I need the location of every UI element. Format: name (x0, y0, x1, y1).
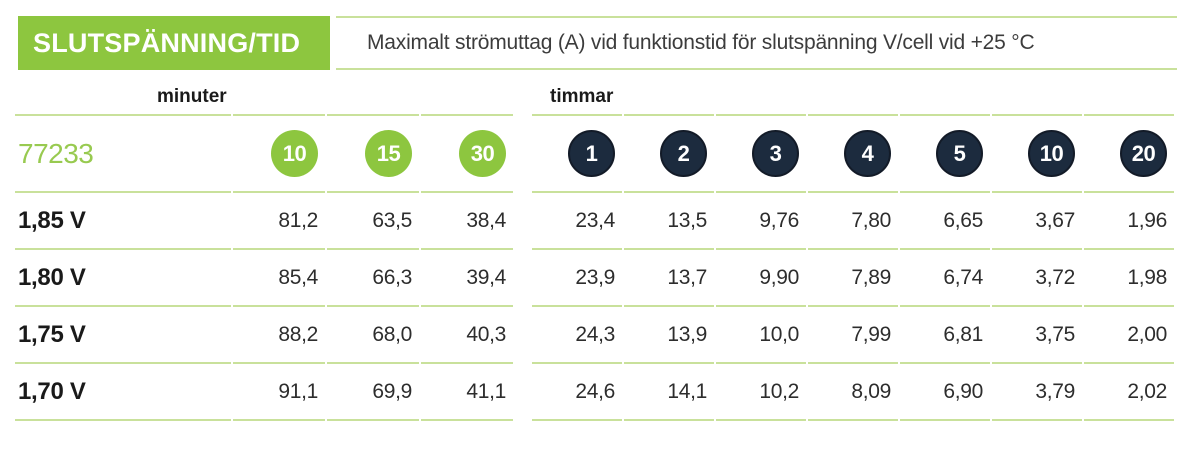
row-label: 1,70 V (15, 364, 231, 421)
data-cell: 85,4 (233, 250, 325, 307)
data-cell: 24,3 (532, 307, 622, 364)
data-cell: 69,9 (327, 364, 419, 421)
data-cell: 1,96 (1084, 193, 1174, 250)
spacer-cell (233, 70, 325, 116)
hours-badge-cell: 2 (624, 116, 714, 193)
data-cell: 2,00 (1084, 307, 1174, 364)
data-cell: 3,79 (992, 364, 1082, 421)
spacer-cell (716, 70, 806, 116)
hours-time-badge: 2 (660, 130, 707, 177)
hours-badge-cell: 5 (900, 116, 990, 193)
data-cell: 6,65 (900, 193, 990, 250)
data-cell: 91,1 (233, 364, 325, 421)
table-header: SLUTSPÄNNING/TID Maximalt strömuttag (A)… (15, 16, 1177, 70)
data-cell: 24,6 (532, 364, 622, 421)
hours-badge-cell: 10 (992, 116, 1082, 193)
data-cell: 81,2 (233, 193, 325, 250)
section-label-hours: timmar (532, 70, 622, 116)
data-cell: 7,80 (808, 193, 898, 250)
hours-badge-cell: 20 (1084, 116, 1174, 193)
minutes-badge-row: 77233 10 15 30 (15, 116, 513, 193)
hours-time-badge: 20 (1120, 130, 1167, 177)
data-cell: 13,9 (624, 307, 714, 364)
minutes-badge-cell: 10 (233, 116, 325, 193)
data-cell: 13,5 (624, 193, 714, 250)
page-title: SLUTSPÄNNING/TID (33, 27, 301, 58)
minutes-badge-cell: 30 (421, 116, 513, 193)
minutes-time-badge: 15 (365, 130, 412, 177)
hours-badge-cell: 3 (716, 116, 806, 193)
data-cell: 9,90 (716, 250, 806, 307)
row-label: 1,85 V (15, 193, 231, 250)
hours-time-badge: 5 (936, 130, 983, 177)
data-cell: 23,4 (532, 193, 622, 250)
minutes-section: minuter 77233 10 15 30 1,85 V 81,2 63,5 38,4 1,80… (15, 70, 513, 421)
data-cell: 10,2 (716, 364, 806, 421)
data-cell: 10,0 (716, 307, 806, 364)
data-cell: 13,7 (624, 250, 714, 307)
data-cell: 38,4 (421, 193, 513, 250)
hours-time-badge: 10 (1028, 130, 1075, 177)
table-row: 24,3 13,9 10,0 7,99 6,81 3,75 2,00 (532, 307, 1177, 364)
data-cell: 63,5 (327, 193, 419, 250)
data-cell: 39,4 (421, 250, 513, 307)
data-cell: 66,3 (327, 250, 419, 307)
data-cell: 6,74 (900, 250, 990, 307)
hours-badge-row: 1 2 3 4 5 10 20 (532, 116, 1177, 193)
hours-badge-cell: 1 (532, 116, 622, 193)
spacer-cell (992, 70, 1082, 116)
data-cell: 9,76 (716, 193, 806, 250)
table-row: 1,75 V 88,2 68,0 40,3 (15, 307, 513, 364)
data-table: minuter 77233 10 15 30 1,85 V 81,2 63,5 38,4 1,80… (15, 70, 1177, 421)
minutes-time-badge: 30 (459, 130, 506, 177)
product-code: 77233 (15, 116, 231, 193)
minutes-time-badge: 10 (271, 130, 318, 177)
data-cell: 88,2 (233, 307, 325, 364)
hours-time-badge: 1 (568, 130, 615, 177)
spacer-cell (421, 70, 513, 116)
table-subtitle: Maximalt strömuttag (A) vid funktionstid… (367, 31, 1035, 54)
data-cell: 40,3 (421, 307, 513, 364)
spacer-cell (900, 70, 990, 116)
table-row: 1,80 V 85,4 66,3 39,4 (15, 250, 513, 307)
table-row: 1,85 V 81,2 63,5 38,4 (15, 193, 513, 250)
data-cell: 23,9 (532, 250, 622, 307)
title-badge: SLUTSPÄNNING/TID (18, 16, 330, 70)
row-label: 1,80 V (15, 250, 231, 307)
hours-label-row: timmar (532, 70, 1177, 116)
data-cell: 68,0 (327, 307, 419, 364)
data-cell: 7,99 (808, 307, 898, 364)
spacer-cell (327, 70, 419, 116)
data-cell: 14,1 (624, 364, 714, 421)
section-label-minutes: minuter (15, 70, 231, 116)
data-cell: 3,67 (992, 193, 1082, 250)
spacer-cell (1084, 70, 1174, 116)
data-cell: 6,90 (900, 364, 990, 421)
minutes-label-row: minuter (15, 70, 513, 116)
data-cell: 8,09 (808, 364, 898, 421)
data-cell: 7,89 (808, 250, 898, 307)
table-row: 24,6 14,1 10,2 8,09 6,90 3,79 2,02 (532, 364, 1177, 421)
data-cell: 3,75 (992, 307, 1082, 364)
hours-badge-cell: 4 (808, 116, 898, 193)
data-cell: 6,81 (900, 307, 990, 364)
hours-time-badge: 4 (844, 130, 891, 177)
data-cell: 41,1 (421, 364, 513, 421)
table-row: 1,70 V 91,1 69,9 41,1 (15, 364, 513, 421)
data-cell: 1,98 (1084, 250, 1174, 307)
hours-time-badge: 3 (752, 130, 799, 177)
subtitle-box: Maximalt strömuttag (A) vid funktionstid… (336, 16, 1177, 70)
spacer-cell (624, 70, 714, 116)
minutes-badge-cell: 15 (327, 116, 419, 193)
table-row: 23,9 13,7 9,90 7,89 6,74 3,72 1,98 (532, 250, 1177, 307)
table-row: 23,4 13,5 9,76 7,80 6,65 3,67 1,96 (532, 193, 1177, 250)
data-cell: 3,72 (992, 250, 1082, 307)
data-cell: 2,02 (1084, 364, 1174, 421)
row-label: 1,75 V (15, 307, 231, 364)
spacer-cell (808, 70, 898, 116)
hours-section: timmar 1 2 3 4 5 10 20 23,4 13,5 9,76 7,80 6,65 3,67 1… (532, 70, 1177, 421)
